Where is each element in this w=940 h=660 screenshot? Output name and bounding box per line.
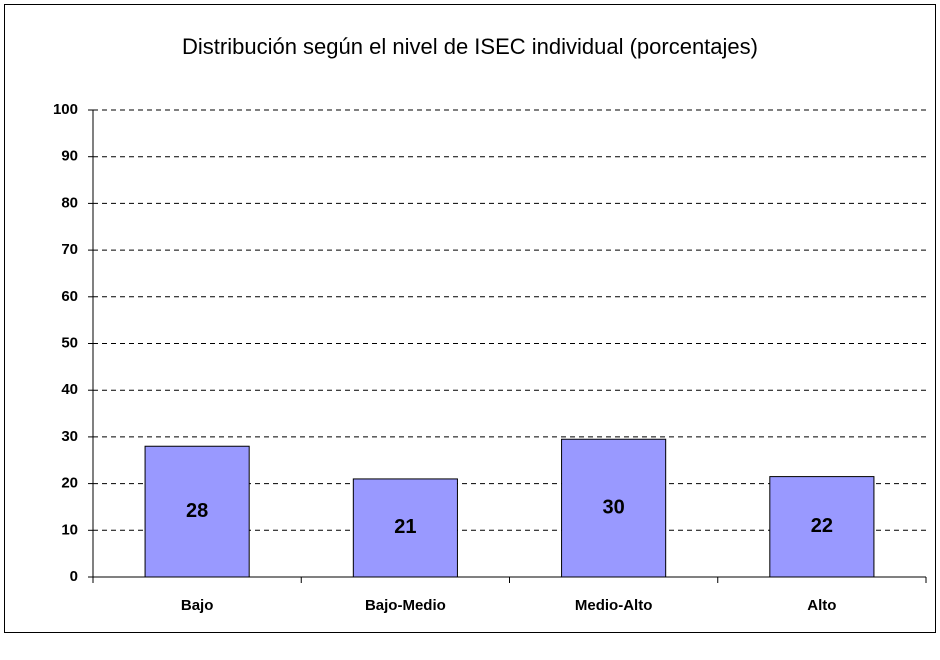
y-tick-label: 90 bbox=[61, 148, 78, 165]
bar bbox=[769, 476, 875, 578]
y-tick-label: 70 bbox=[61, 241, 78, 258]
x-tick-label: Bajo-Medio bbox=[365, 597, 446, 614]
y-tick-label: 20 bbox=[61, 475, 78, 492]
data-label: 30 bbox=[603, 496, 625, 518]
data-label: 28 bbox=[186, 500, 208, 522]
y-tick-label: 100 bbox=[53, 101, 78, 118]
y-tick-label: 10 bbox=[61, 521, 78, 538]
x-tick-label: Alto bbox=[807, 597, 836, 614]
y-tick-label: 40 bbox=[61, 381, 78, 398]
x-tick-label: Medio-Alto bbox=[575, 597, 652, 614]
bar bbox=[561, 438, 667, 578]
y-tick-label: 80 bbox=[61, 194, 78, 211]
bar bbox=[144, 445, 250, 578]
y-tick-label: 0 bbox=[70, 568, 78, 585]
y-tick-label: 30 bbox=[61, 428, 78, 445]
y-tick-label: 60 bbox=[61, 288, 78, 305]
chart-title: Distribución según el nivel de ISEC indi… bbox=[182, 34, 758, 59]
y-tick-label: 50 bbox=[61, 334, 78, 351]
bar bbox=[352, 478, 458, 578]
data-label: 22 bbox=[811, 515, 833, 537]
x-tick-label: Bajo bbox=[181, 597, 214, 614]
data-label: 21 bbox=[394, 516, 416, 538]
